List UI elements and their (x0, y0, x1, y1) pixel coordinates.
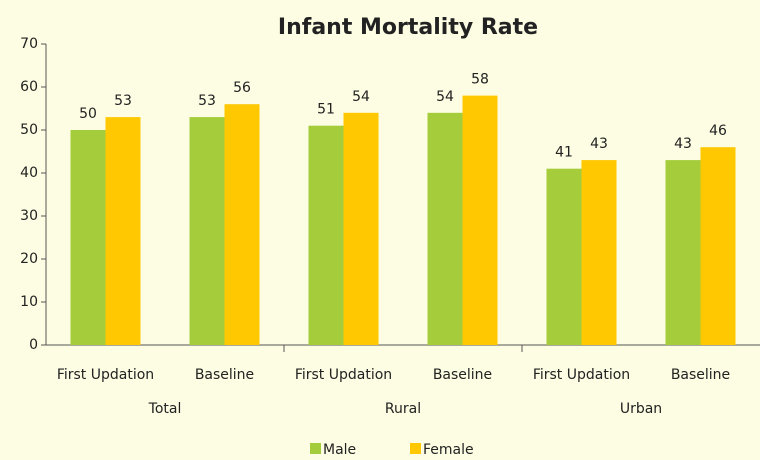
y-tick-label: 50 (20, 122, 38, 138)
y-tick-label: 40 (20, 165, 38, 181)
data-label: 53 (114, 93, 132, 109)
y-tick-label: 10 (20, 294, 38, 310)
data-label: 56 (233, 80, 251, 96)
data-label: 43 (674, 136, 692, 152)
data-label: 53 (198, 93, 216, 109)
y-tick-label: 30 (20, 208, 38, 224)
legend-swatch (310, 443, 321, 454)
bar (462, 95, 498, 345)
data-label: 54 (352, 89, 370, 105)
x-tick-label: Baseline (433, 367, 492, 383)
data-label: 43 (590, 136, 608, 152)
x-tick-label: First Updation (295, 367, 392, 383)
bar (70, 130, 106, 345)
group-label: Urban (620, 401, 662, 417)
y-tick-label: 60 (20, 79, 38, 95)
legend-label: Female (423, 442, 474, 458)
group-label: Total (148, 401, 182, 417)
data-label: 54 (436, 89, 454, 105)
data-label: 51 (317, 102, 335, 118)
x-tick-label: First Updation (57, 367, 154, 383)
x-tick-label: Baseline (671, 367, 730, 383)
y-tick-label: 70 (20, 36, 38, 52)
x-tick-label: Baseline (195, 367, 254, 383)
legend-label: Male (323, 442, 356, 458)
bar (308, 125, 344, 345)
y-tick-label: 20 (20, 251, 38, 267)
y-tick-label: 0 (29, 337, 38, 353)
x-tick-label: First Updation (533, 367, 630, 383)
chart-title: Infant Mortality Rate (278, 15, 538, 40)
bar (546, 168, 582, 345)
data-label: 58 (471, 72, 489, 88)
data-label: 50 (79, 106, 97, 122)
data-label: 46 (709, 123, 727, 139)
group-label: Rural (385, 401, 421, 417)
data-label: 41 (555, 145, 573, 161)
bar (189, 117, 225, 345)
bar (224, 104, 260, 345)
bar (581, 160, 617, 345)
bar (105, 117, 141, 345)
legend-swatch (410, 443, 421, 454)
bar (343, 112, 379, 345)
bar (700, 147, 736, 345)
bar (665, 160, 701, 345)
bar (427, 112, 463, 345)
